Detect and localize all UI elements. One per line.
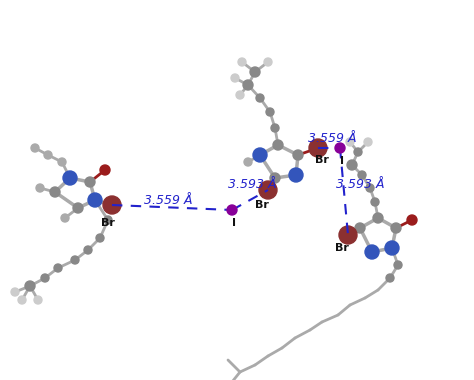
- Circle shape: [41, 274, 49, 282]
- Circle shape: [339, 226, 357, 244]
- Circle shape: [88, 193, 102, 207]
- Circle shape: [407, 215, 417, 225]
- Circle shape: [256, 94, 264, 102]
- Circle shape: [309, 139, 327, 157]
- Text: 3.593 Å: 3.593 Å: [336, 179, 384, 192]
- Circle shape: [54, 264, 62, 272]
- Circle shape: [366, 184, 374, 192]
- Circle shape: [84, 246, 92, 254]
- Circle shape: [243, 80, 253, 90]
- Circle shape: [236, 91, 244, 99]
- Circle shape: [58, 158, 66, 166]
- Text: 3.559 Å: 3.559 Å: [308, 131, 356, 144]
- Circle shape: [289, 168, 303, 182]
- Circle shape: [264, 58, 272, 66]
- Circle shape: [227, 205, 237, 215]
- Circle shape: [386, 274, 394, 282]
- Text: Br: Br: [101, 218, 115, 228]
- Circle shape: [96, 234, 104, 242]
- Circle shape: [335, 143, 345, 153]
- Circle shape: [31, 144, 39, 152]
- Circle shape: [365, 245, 379, 259]
- Circle shape: [85, 177, 95, 187]
- Circle shape: [244, 158, 252, 166]
- Circle shape: [358, 171, 366, 179]
- Circle shape: [63, 171, 77, 185]
- Circle shape: [44, 151, 52, 159]
- Circle shape: [273, 140, 283, 150]
- Text: Br: Br: [315, 155, 329, 165]
- Circle shape: [61, 214, 69, 222]
- Circle shape: [103, 196, 121, 214]
- Circle shape: [18, 296, 26, 304]
- Circle shape: [385, 241, 399, 255]
- Circle shape: [100, 165, 110, 175]
- Circle shape: [73, 203, 83, 213]
- Circle shape: [373, 213, 383, 223]
- Text: I: I: [340, 156, 344, 166]
- Circle shape: [259, 181, 277, 199]
- Circle shape: [238, 58, 246, 66]
- Circle shape: [71, 256, 79, 264]
- Text: Br: Br: [255, 200, 269, 210]
- Circle shape: [34, 296, 42, 304]
- Text: Br: Br: [335, 243, 349, 253]
- Circle shape: [394, 261, 402, 269]
- Circle shape: [231, 74, 239, 82]
- Circle shape: [371, 198, 379, 206]
- Circle shape: [50, 187, 60, 197]
- Circle shape: [253, 148, 267, 162]
- Circle shape: [354, 148, 362, 156]
- Text: 3.559 Å: 3.559 Å: [144, 193, 192, 206]
- Circle shape: [391, 223, 401, 233]
- Text: I: I: [232, 218, 236, 228]
- Circle shape: [346, 138, 354, 146]
- Circle shape: [347, 160, 357, 170]
- Circle shape: [293, 150, 303, 160]
- Circle shape: [250, 67, 260, 77]
- Circle shape: [36, 184, 44, 192]
- Circle shape: [271, 124, 279, 132]
- Circle shape: [11, 288, 19, 296]
- Circle shape: [270, 173, 280, 183]
- Circle shape: [364, 138, 372, 146]
- Text: 3.593 Å: 3.593 Å: [228, 179, 276, 192]
- Circle shape: [25, 281, 35, 291]
- Circle shape: [355, 223, 365, 233]
- Circle shape: [104, 216, 112, 224]
- Circle shape: [266, 108, 274, 116]
